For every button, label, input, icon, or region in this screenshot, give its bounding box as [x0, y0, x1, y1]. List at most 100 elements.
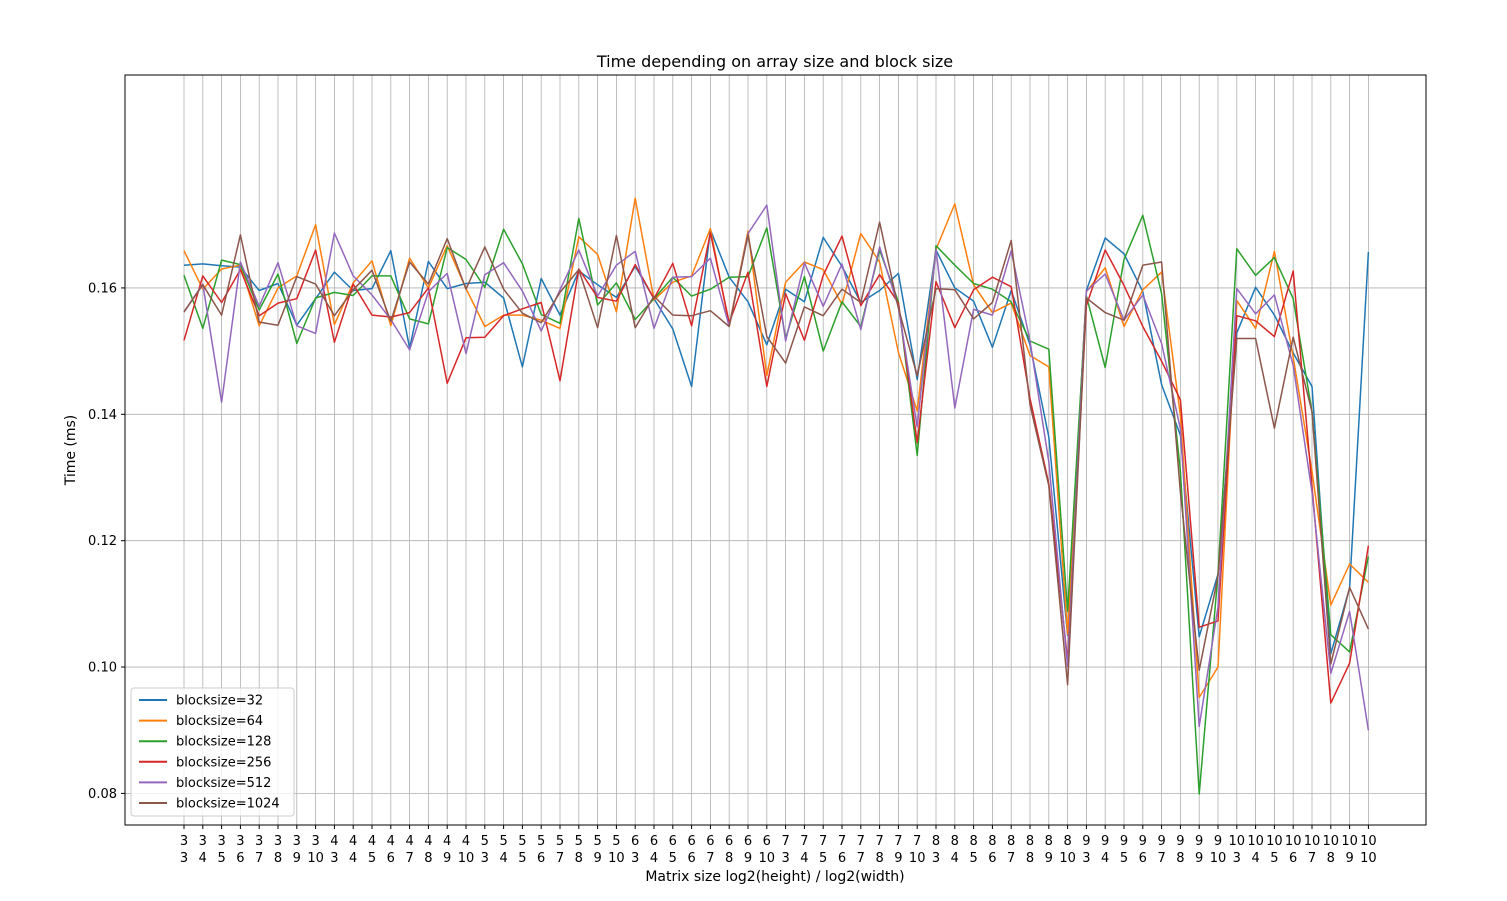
x-tick-label-height: 10: [1341, 834, 1358, 849]
x-tick-label-width: 7: [857, 851, 865, 866]
x-tick-label-height: 3: [217, 834, 225, 849]
x-axis-ticks: 3334353637383931043444546474849410535455…: [180, 825, 1377, 866]
x-tick-label-height: 3: [311, 834, 319, 849]
x-tick-label-width: 10: [307, 851, 324, 866]
x-tick-label-height: 9: [1101, 834, 1109, 849]
x-tick-label-width: 6: [387, 851, 395, 866]
grid-lines: [125, 75, 1426, 825]
x-tick-label-height: 3: [293, 834, 301, 849]
x-tick-label-width: 4: [1101, 851, 1109, 866]
x-tick-label-width: 6: [988, 851, 996, 866]
x-tick-label-height: 5: [556, 834, 564, 849]
x-tick-label-height: 8: [932, 834, 940, 849]
x-tick-label-height: 7: [857, 834, 865, 849]
x-tick-label-width: 7: [405, 851, 413, 866]
x-tick-label-height: 10: [1323, 834, 1340, 849]
x-tick-label-height: 9: [1176, 834, 1184, 849]
x-tick-label-width: 6: [687, 851, 695, 866]
x-tick-label-height: 4: [405, 834, 413, 849]
x-tick-label-width: 10: [458, 851, 475, 866]
x-tick-label-width: 5: [819, 851, 827, 866]
x-tick-label-height: 7: [800, 834, 808, 849]
x-tick-label-height: 3: [255, 834, 263, 849]
x-tick-label-height: 5: [612, 834, 620, 849]
x-tick-label-width: 9: [593, 851, 601, 866]
x-tick-label-width: 7: [1157, 851, 1165, 866]
x-tick-label-height: 10: [1229, 834, 1246, 849]
x-tick-label-height: 6: [725, 834, 733, 849]
x-tick-label-width: 9: [894, 851, 902, 866]
legend-entry: blocksize=512: [176, 776, 271, 791]
x-tick-label-width: 3: [1082, 851, 1090, 866]
x-tick-label-width: 7: [556, 851, 564, 866]
x-tick-label-width: 5: [1270, 851, 1278, 866]
x-tick-label-height: 6: [631, 834, 639, 849]
x-tick-label-height: 8: [1045, 834, 1053, 849]
x-tick-label-height: 7: [781, 834, 789, 849]
x-tick-label-width: 10: [1059, 851, 1076, 866]
x-tick-label-width: 5: [1120, 851, 1128, 866]
x-tick-label-height: 7: [913, 834, 921, 849]
x-tick-label-width: 8: [1026, 851, 1034, 866]
x-tick-label-width: 5: [217, 851, 225, 866]
x-tick-label-height: 3: [236, 834, 244, 849]
chart-title: Time depending on array size and block s…: [596, 52, 953, 71]
x-tick-label-width: 8: [575, 851, 583, 866]
y-tick-label: 0.12: [88, 534, 117, 549]
x-tick-label-width: 3: [481, 851, 489, 866]
x-tick-label-height: 6: [687, 834, 695, 849]
x-tick-label-height: 9: [1139, 834, 1147, 849]
series-line: [183, 229, 1370, 655]
x-tick-label-width: 10: [1360, 851, 1377, 866]
x-tick-label-width: 6: [236, 851, 244, 866]
x-tick-label-width: 8: [274, 851, 282, 866]
x-tick-label-width: 9: [293, 851, 301, 866]
x-tick-label-height: 5: [593, 834, 601, 849]
plot-frame: [124, 74, 1427, 826]
x-tick-label-width: 4: [650, 851, 658, 866]
y-tick-label: 0.14: [88, 408, 117, 423]
x-tick-label-height: 4: [424, 834, 432, 849]
x-tick-label-width: 4: [349, 851, 357, 866]
legend-box: [130, 687, 295, 817]
x-tick-label-height: 8: [969, 834, 977, 849]
x-tick-label-width: 4: [1251, 851, 1259, 866]
x-tick-label-width: 9: [1045, 851, 1053, 866]
x-tick-label-width: 4: [800, 851, 808, 866]
x-tick-label-width: 8: [725, 851, 733, 866]
x-tick-label-height: 4: [462, 834, 470, 849]
x-tick-label-width: 10: [759, 851, 776, 866]
x-tick-label-height: 5: [499, 834, 507, 849]
x-tick-label-width: 3: [932, 851, 940, 866]
x-tick-label-height: 5: [481, 834, 489, 849]
x-tick-label-height: 9: [1214, 834, 1222, 849]
x-tick-label-height: 8: [1026, 834, 1034, 849]
x-tick-label-width: 8: [875, 851, 883, 866]
x-tick-label-width: 4: [199, 851, 207, 866]
x-tick-label-height: 7: [838, 834, 846, 849]
x-tick-label-height: 4: [368, 834, 376, 849]
x-tick-label-height: 8: [1007, 834, 1015, 849]
x-tick-label-width: 7: [706, 851, 714, 866]
x-tick-label-width: 9: [1345, 851, 1353, 866]
x-tick-label-width: 6: [1139, 851, 1147, 866]
x-tick-label-width: 7: [1007, 851, 1015, 866]
x-tick-label-height: 6: [763, 834, 771, 849]
x-tick-label-width: 5: [969, 851, 977, 866]
x-tick-label-width: 4: [499, 851, 507, 866]
x-tick-label-width: 9: [443, 851, 451, 866]
x-tick-label-width: 6: [1289, 851, 1297, 866]
series-line: [183, 221, 1370, 686]
x-tick-label-height: 9: [1082, 834, 1090, 849]
x-tick-label-height: 6: [669, 834, 677, 849]
x-tick-label-height: 10: [1360, 834, 1377, 849]
x-tick-label-height: 9: [1120, 834, 1128, 849]
x-tick-label-width: 10: [608, 851, 625, 866]
x-tick-label-height: 8: [988, 834, 996, 849]
x-tick-label-height: 4: [443, 834, 451, 849]
legend-entry: blocksize=1024: [176, 797, 280, 812]
x-tick-label-width: 8: [1327, 851, 1335, 866]
x-tick-label-height: 6: [650, 834, 658, 849]
y-tick-label: 0.08: [88, 787, 117, 802]
